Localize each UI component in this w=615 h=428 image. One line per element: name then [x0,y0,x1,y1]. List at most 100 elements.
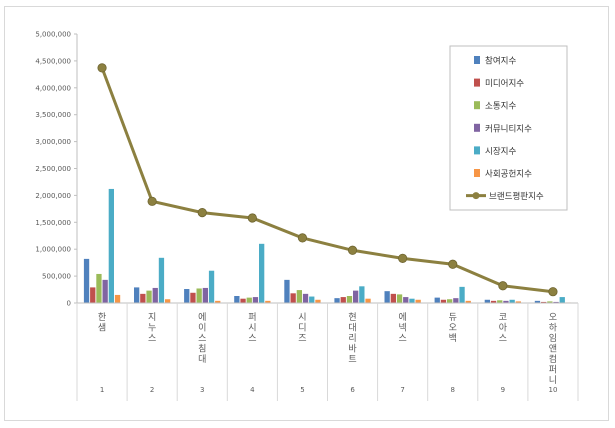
bar-6-9 [515,301,521,303]
bar-4-7 [403,297,409,303]
bar-3-10 [547,301,553,303]
bar-4-6 [353,290,359,303]
y-axis: 0 500,000 1,000,000 1,500,000 2,000,000 2,500… [35,31,78,308]
bar-3-4 [246,297,252,303]
bar-1-5 [284,279,290,303]
bar-5-1 [108,188,114,303]
legend-box [449,45,568,211]
bar-3-5 [296,290,302,303]
bar-6-8 [465,300,471,303]
bar-2-7 [390,293,396,303]
line-path [100,67,554,294]
bar-3-1 [96,273,102,303]
line-series [97,63,558,297]
line-point-9 [498,281,508,291]
x-category-index: 3 [200,386,204,394]
bar-5-3 [208,270,215,303]
bar-3-6 [346,296,353,303]
legend-swatch-3 [474,101,480,110]
legend-swatch-6 [474,169,480,177]
bar-4-3 [202,287,208,303]
y-tick-label: 4,000,000 [35,84,71,92]
x-category-index: 10 [548,386,557,394]
x-category-index: 2 [150,386,154,394]
bar-6-6 [365,298,371,303]
x-category-index: 5 [300,386,304,394]
bar-4-4 [252,297,259,303]
bar-6-3 [215,300,221,303]
bar-6-2 [165,299,171,303]
line-point-1 [97,63,107,73]
line-point-8 [448,259,458,269]
y-tick-label: 4,500,000 [35,57,71,65]
bar-2-2 [140,293,146,303]
bar-1-4 [234,296,240,303]
y-tick-label: 1,000,000 [35,246,71,254]
legend-label-4: 커뮤니티지수 [485,123,532,134]
bar-3-7 [396,294,403,303]
legend-line-marker [472,192,480,200]
bar-1-10 [534,300,541,303]
y-tick-label: 1,500,000 [35,219,71,227]
bar-4-1 [102,279,108,303]
y-tick-label: 5,000,000 [35,31,71,39]
bar-2-9 [490,300,497,303]
legend-label-3: 소통지수 [485,102,516,112]
line-point-4 [247,213,257,223]
y-tick-label: 3,000,000 [35,138,71,146]
bar-4-10 [553,301,559,303]
bar-2-8 [440,299,447,303]
bar-6-7 [415,299,421,303]
y-tick-label: 0 [67,300,71,308]
bar-4-8 [453,298,459,303]
bar-5-9 [509,299,515,303]
legend-label-5: 시장지수 [485,146,516,157]
bar-6-1 [114,294,121,303]
x-category-index: 6 [350,386,355,394]
bar-5-4 [259,243,265,303]
bar-2-6 [340,297,346,303]
bar-1-1 [83,258,90,303]
line-point-6 [347,245,358,255]
bar-5-6 [359,286,365,303]
y-tick-label: 3,500,000 [35,111,71,119]
line-point-2 [147,196,157,206]
legend-swatch-4 [474,123,480,132]
bar-1-3 [184,289,190,303]
y-tick-label: 2,000,000 [35,192,71,200]
bar-series [83,188,572,303]
legend-swatch-1 [474,56,480,64]
bar-5-5 [309,296,315,303]
bar-6-4 [265,300,271,303]
bar-1-9 [484,299,490,303]
x-category-index: 9 [501,386,505,394]
y-tick-label: 2,500,000 [35,165,71,173]
x-category-index: 7 [400,386,404,394]
bar-4-2 [152,287,158,303]
legend-label-6: 사회공헌지수 [485,170,532,180]
bar-3-9 [497,300,503,303]
bar-2-5 [290,293,296,303]
bar-2-1 [90,287,96,303]
legend-label-line: 브랜드평판지수 [489,191,544,202]
line-point-5 [297,233,308,243]
bar-5-2 [158,257,165,303]
bar-1-6 [334,298,340,303]
bar-5-10 [559,297,565,303]
bar-1-8 [434,297,440,303]
bar-1-2 [134,287,140,303]
line-point-7 [398,253,408,263]
x-category-index: 8 [451,386,455,394]
bar-2-10 [541,301,547,303]
bar-4-5 [302,293,309,303]
bar-4-9 [503,300,509,303]
